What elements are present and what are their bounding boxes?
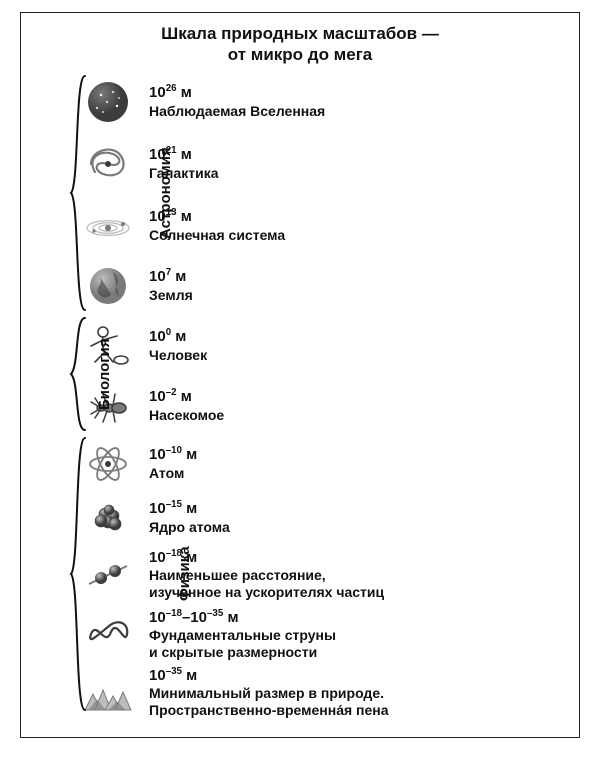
scale-value: 10–2 м	[149, 387, 565, 406]
scale-value: 100 м	[149, 327, 565, 346]
scale-stage: 1026 мНаблюдаемая Вселенная 1021 мГалакт…	[81, 74, 565, 714]
title-line-1: Шкала природных масштабов —	[161, 24, 439, 43]
scale-label: Насекомое	[149, 407, 565, 424]
title-line-2: от микро до мега	[228, 45, 373, 64]
scale-text: 10–2 мНасекомое	[149, 387, 565, 423]
group-label: Биология	[47, 316, 163, 432]
scale-label: Человек	[149, 347, 565, 364]
group-label: Физика	[47, 436, 323, 712]
page-title: Шкала природных масштабов — от микро до …	[35, 23, 565, 66]
diagram-frame: Шкала природных масштабов — от микро до …	[20, 12, 580, 738]
scale-text: 100 мЧеловек	[149, 327, 565, 363]
group-label: Астрономия	[47, 74, 285, 312]
